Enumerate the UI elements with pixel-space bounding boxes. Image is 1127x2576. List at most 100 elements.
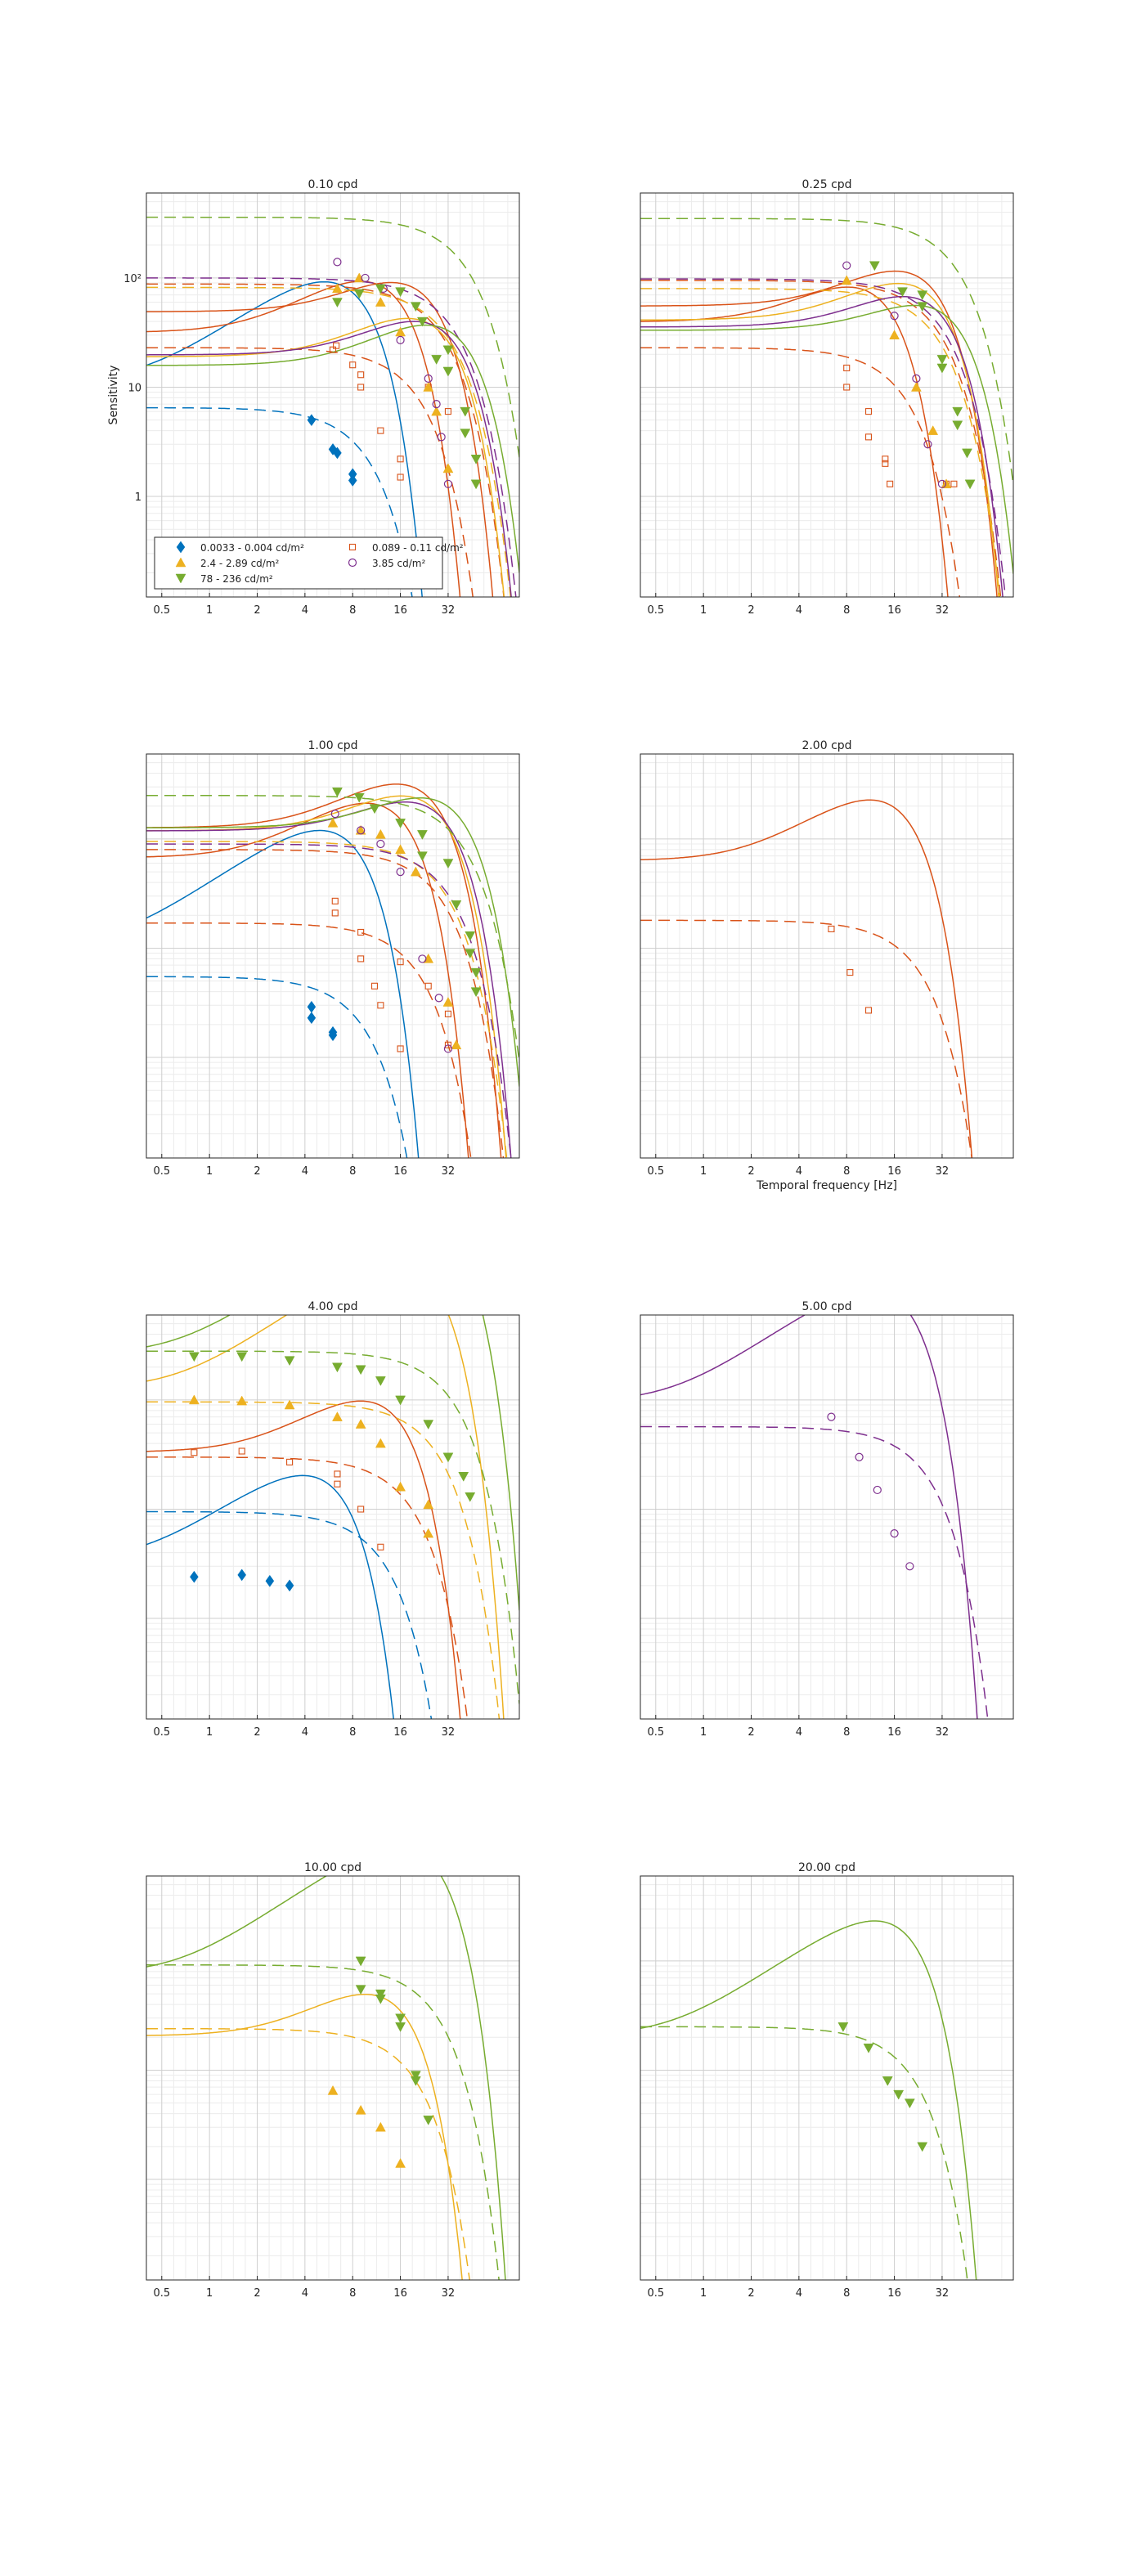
series-solid-curve xyxy=(640,304,1013,574)
data-point xyxy=(191,1449,198,1456)
data-point xyxy=(395,2013,406,2024)
data-point xyxy=(910,381,922,392)
x-tick-label: 4 xyxy=(796,2287,802,2300)
series-solid-curve xyxy=(146,1474,394,1719)
series-dashed-curve xyxy=(146,849,505,1158)
data-point xyxy=(873,1485,882,1495)
chart-panel: 0.10 cpd 0.5 1 2 4 8 16 32 1 10 10² Sensitivity 0.00… xyxy=(107,178,520,617)
data-point xyxy=(188,1394,200,1405)
data-point xyxy=(357,371,365,379)
markers xyxy=(827,1412,914,1571)
x-tick-label: 0.5 xyxy=(153,604,170,617)
data-point xyxy=(917,2142,928,2152)
data-point xyxy=(451,1039,462,1050)
data-point xyxy=(893,2089,905,2100)
data-point xyxy=(842,261,851,270)
data-point xyxy=(375,1994,386,2004)
series-dashed-curve xyxy=(640,278,1007,597)
series-dashed-curve xyxy=(146,406,413,597)
x-tick-label: 8 xyxy=(843,1165,850,1178)
data-point xyxy=(332,1362,343,1373)
legend-label: 2.4 - 2.89 cd/m² xyxy=(200,558,280,569)
data-point xyxy=(437,433,446,442)
data-point xyxy=(863,2043,874,2053)
data-point xyxy=(286,1458,294,1465)
series-solid-curve xyxy=(146,783,502,1158)
series-solid-curve xyxy=(146,281,494,597)
panel-title: 20.00 cpd xyxy=(798,1861,855,1874)
series-dashed-curve xyxy=(640,919,973,1158)
data-point xyxy=(917,290,928,301)
data-point xyxy=(470,987,482,998)
data-point xyxy=(423,1420,434,1430)
x-tick-label: 2 xyxy=(748,1726,754,1739)
data-point xyxy=(332,283,343,294)
grid xyxy=(146,1314,519,1719)
x-tick-label: 2 xyxy=(254,2287,260,2300)
x-tick-label: 8 xyxy=(843,1726,850,1739)
series-dashed-curve xyxy=(146,841,508,1158)
data-point xyxy=(936,363,948,374)
data-point xyxy=(952,420,963,431)
grid xyxy=(640,1875,1013,2280)
data-point xyxy=(395,1395,406,1406)
data-point xyxy=(882,2076,893,2086)
series-dashed-curve xyxy=(640,218,1013,485)
series-solid-curve xyxy=(640,286,949,597)
legend-marker xyxy=(348,558,357,568)
x-tick-label: 1 xyxy=(700,1726,707,1739)
data-point xyxy=(355,2104,366,2115)
x-tick-label: 2 xyxy=(254,604,260,617)
x-tick-label: 16 xyxy=(393,2287,407,2300)
series-dashed-curve xyxy=(146,922,472,1158)
chart-panel: 1.00 cpd 0.5 1 2 4 8 16 32 xyxy=(146,739,520,1178)
curves xyxy=(146,216,519,597)
series-dashed-curve xyxy=(146,286,511,597)
x-tick-label: 0.5 xyxy=(153,2287,170,2300)
series-solid-curve xyxy=(146,324,519,573)
data-point xyxy=(375,828,386,839)
legend-marker xyxy=(175,573,186,584)
series-dashed-curve xyxy=(146,1510,433,1719)
data-point xyxy=(470,479,482,490)
x-tick-label: 32 xyxy=(442,2287,456,2300)
x-tick-label: 2 xyxy=(254,1165,260,1178)
data-point xyxy=(470,455,482,464)
data-point xyxy=(912,374,921,383)
x-tick-label: 4 xyxy=(796,604,802,617)
series-dashed-curve xyxy=(146,976,408,1158)
data-point xyxy=(465,1492,476,1502)
x-tick-label: 0.5 xyxy=(647,1726,664,1739)
series-dashed-curve xyxy=(146,1350,519,1704)
x-tick-label: 0.5 xyxy=(647,604,664,617)
data-point xyxy=(827,1412,836,1421)
data-point xyxy=(332,788,343,797)
grid xyxy=(640,192,1013,597)
data-point xyxy=(431,355,442,365)
data-point xyxy=(397,473,404,481)
data-point xyxy=(377,1543,384,1551)
data-point xyxy=(353,792,365,803)
data-point xyxy=(460,429,471,439)
data-point xyxy=(327,817,339,828)
series-solid-curve xyxy=(146,1994,463,2280)
data-point xyxy=(331,897,339,904)
data-point xyxy=(377,427,384,434)
data-point xyxy=(828,925,835,933)
data-point xyxy=(284,1356,295,1367)
legend: 0.0033 - 0.004 cd/m² 0.089 - 0.11 cd/m² 2.… xyxy=(154,536,464,590)
x-tick-label: 1 xyxy=(206,2287,213,2300)
x-tick-label: 1 xyxy=(206,1165,213,1178)
data-point xyxy=(927,425,939,435)
grid xyxy=(146,192,519,597)
data-point xyxy=(442,997,454,1007)
series-solid-curve xyxy=(146,802,469,1158)
x-tick-label: 0.5 xyxy=(647,1165,664,1178)
data-point xyxy=(843,384,851,391)
data-point xyxy=(869,261,880,272)
series-solid-curve xyxy=(146,280,423,597)
x-tick-label: 32 xyxy=(442,1726,456,1739)
markers xyxy=(307,788,482,1053)
series-solid-curve xyxy=(146,829,420,1158)
legend-marker xyxy=(175,557,186,568)
